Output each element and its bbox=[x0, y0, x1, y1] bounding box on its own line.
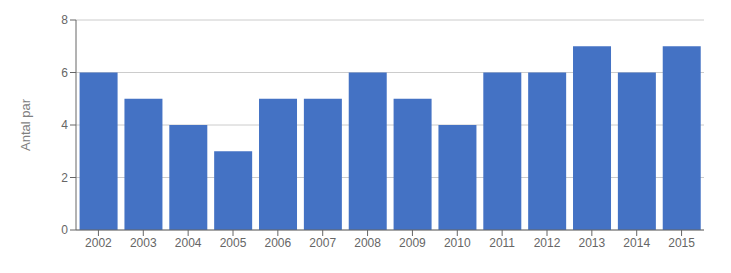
svg-text:2012: 2012 bbox=[534, 236, 561, 250]
svg-text:2015: 2015 bbox=[668, 236, 695, 250]
svg-text:2013: 2013 bbox=[579, 236, 606, 250]
svg-text:2003: 2003 bbox=[130, 236, 157, 250]
svg-text:2014: 2014 bbox=[623, 236, 650, 250]
svg-text:2010: 2010 bbox=[444, 236, 471, 250]
svg-text:2005: 2005 bbox=[220, 236, 247, 250]
svg-text:8: 8 bbox=[61, 13, 68, 27]
svg-text:0: 0 bbox=[61, 223, 68, 237]
svg-text:2004: 2004 bbox=[175, 236, 202, 250]
svg-text:2008: 2008 bbox=[354, 236, 381, 250]
svg-text:6: 6 bbox=[61, 66, 68, 80]
svg-text:2: 2 bbox=[61, 171, 68, 185]
svg-text:Antal par: Antal par bbox=[18, 98, 33, 151]
svg-text:2002: 2002 bbox=[85, 236, 112, 250]
svg-text:2011: 2011 bbox=[489, 236, 515, 250]
svg-text:4: 4 bbox=[61, 118, 68, 132]
svg-text:2009: 2009 bbox=[399, 236, 426, 250]
svg-text:2006: 2006 bbox=[265, 236, 292, 250]
svg-text:2007: 2007 bbox=[309, 236, 336, 250]
